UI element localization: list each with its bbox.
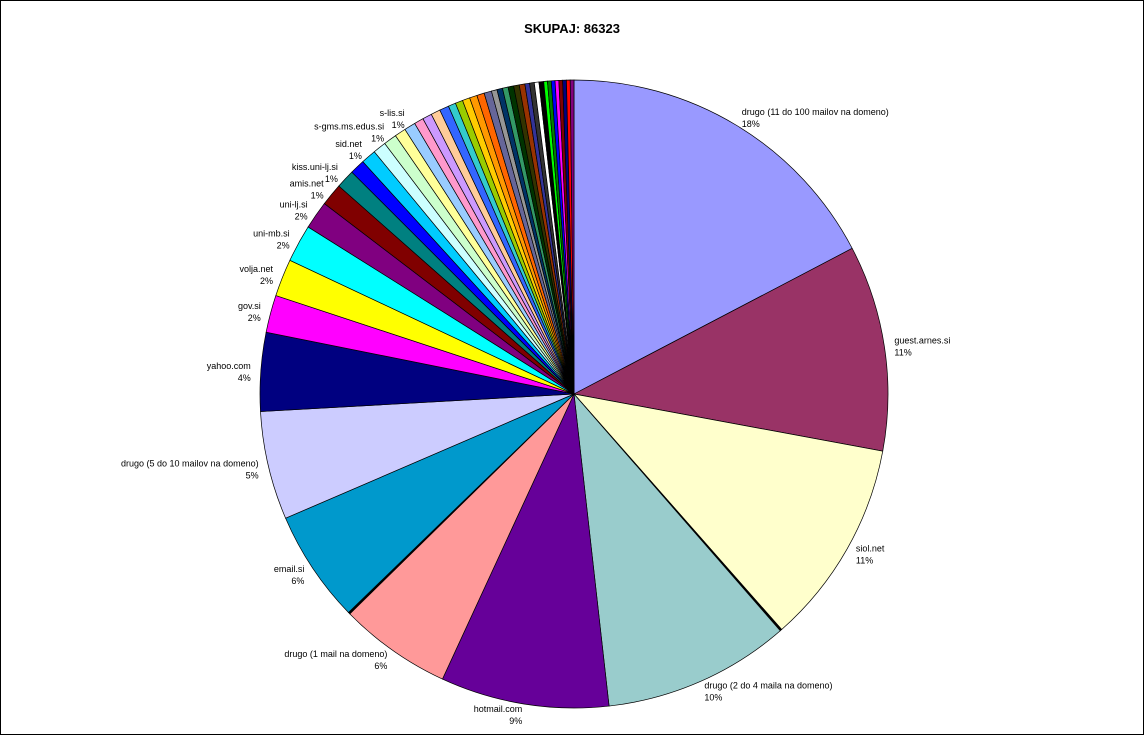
slice-label: drugo (1 mail na domeno) [284, 649, 387, 659]
pie-labels: drugo (11 do 100 mailov na domeno) 18% gue… [121, 107, 950, 726]
slice-percent-label: 2% [277, 241, 290, 251]
pie-slice-other-50 [569, 79, 575, 395]
slice-label: volja.net [239, 264, 273, 274]
slice-label: drugo (11 do 100 mailov na domeno) [742, 107, 889, 117]
slice-label: guest.arnes.si [894, 336, 950, 346]
slice-label: uni-mb.si [253, 229, 290, 239]
slice-percent-label: 9% [509, 716, 522, 726]
slice-label: yahoo.com [207, 361, 251, 371]
pie-slice-hotmail-com [441, 392, 610, 709]
slice-label: sid.net [335, 139, 362, 149]
slice-percent-label: 1% [392, 120, 405, 130]
slice-label: siol.net [856, 544, 885, 554]
slice-percent-label: 1% [349, 151, 362, 161]
chart-title: SKUPAJ: 86323 [524, 21, 620, 36]
slice-label: kiss.uni-lj.si [292, 162, 338, 172]
slice-percent-label: 1% [325, 174, 338, 184]
slice-percent-label: 6% [291, 576, 304, 586]
slice-percent-label: 2% [260, 276, 273, 286]
slice-label: uni-lj.si [280, 199, 308, 209]
slice-percent-label: 18% [742, 119, 760, 129]
slice-label: hotmail.com [474, 704, 523, 714]
slice-percent-label: 10% [704, 693, 722, 703]
pie-slice-siol-net [573, 393, 884, 631]
slice-percent-label: 2% [248, 313, 261, 323]
slice-label: s-lis.si [380, 108, 405, 118]
slice-percent-label: 2% [295, 211, 308, 221]
slice-label: email.si [274, 564, 305, 574]
slice-percent-label: 1% [371, 133, 384, 143]
pie-slice-drugo-2-do-4-maila-na-domeno [573, 392, 781, 707]
pie-slices [259, 79, 889, 709]
slice-label: amis.net [290, 178, 325, 188]
pie-slice-guest-arnes-si [572, 247, 889, 452]
slice-percent-label: 5% [246, 470, 259, 480]
slice-percent-label: 6% [374, 661, 387, 671]
slice-percent-label: 4% [238, 373, 251, 383]
slice-label: gov.si [238, 301, 261, 311]
slice-label: s-gms.ms.edus.si [314, 121, 384, 131]
slice-label: drugo (2 do 4 maila na domeno) [704, 681, 832, 691]
slice-percent-label: 11% [894, 348, 911, 358]
pie-slice-drugo-11-do-100-mailov-na-domeno [573, 79, 853, 395]
slice-label: drugo (5 do 10 mailov na domeno) [121, 458, 259, 468]
slice-percent-label: 1% [311, 190, 324, 200]
slice-percent-label: 11% [856, 556, 873, 566]
